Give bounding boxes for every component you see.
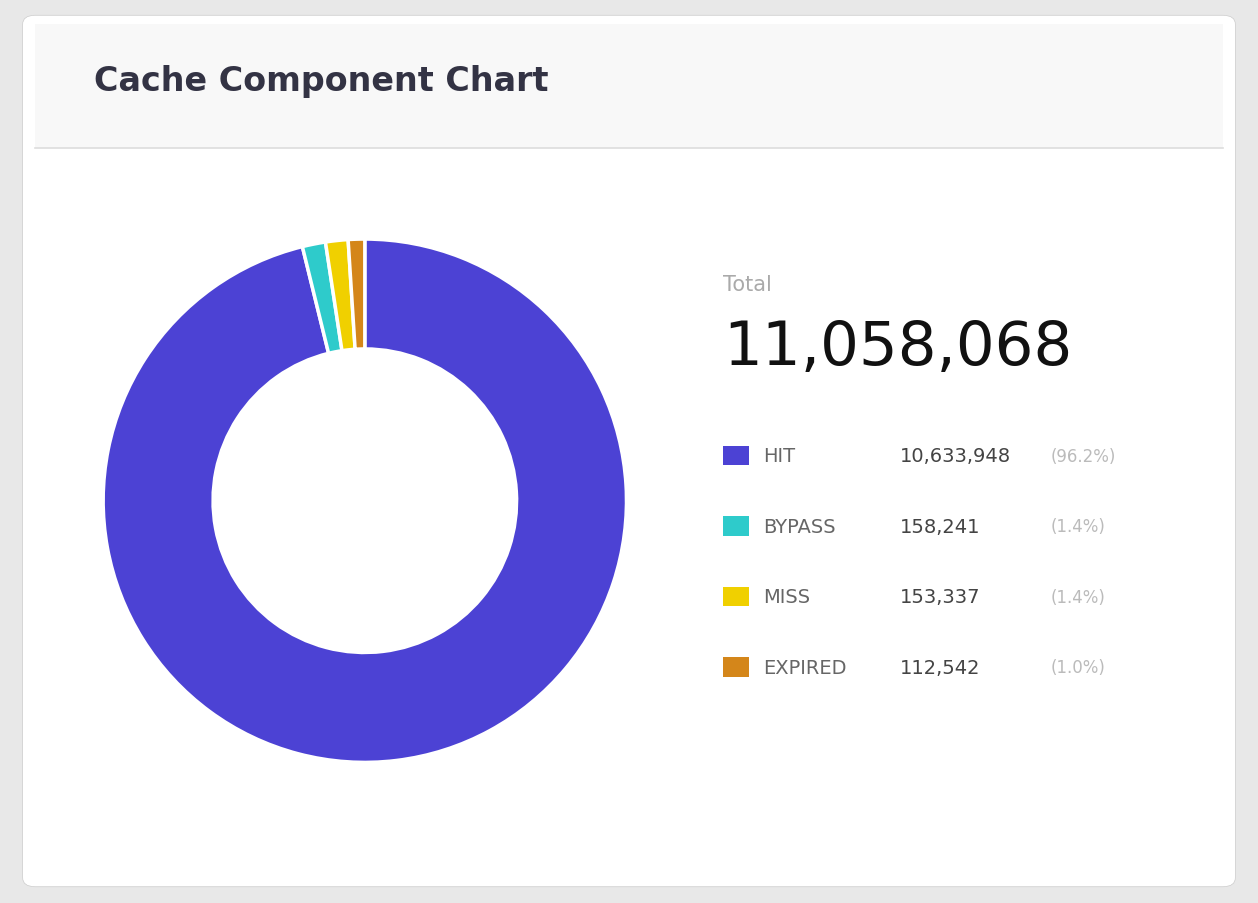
Text: BYPASS: BYPASS (764, 517, 837, 536)
Text: 153,337: 153,337 (899, 587, 980, 607)
Wedge shape (326, 240, 355, 351)
Text: (1.4%): (1.4%) (1050, 588, 1106, 606)
Text: (1.0%): (1.0%) (1050, 658, 1106, 676)
Text: Cache Component Chart: Cache Component Chart (94, 65, 548, 98)
Wedge shape (103, 240, 626, 762)
Text: Total: Total (723, 275, 772, 294)
Text: (96.2%): (96.2%) (1050, 447, 1116, 465)
Text: EXPIRED: EXPIRED (764, 657, 847, 677)
Text: MISS: MISS (764, 587, 810, 607)
Text: 10,633,948: 10,633,948 (899, 446, 1010, 466)
Wedge shape (348, 240, 365, 349)
Text: (1.4%): (1.4%) (1050, 517, 1106, 535)
Text: 158,241: 158,241 (899, 517, 980, 536)
Text: 112,542: 112,542 (899, 657, 980, 677)
Wedge shape (302, 243, 342, 354)
Text: HIT: HIT (764, 446, 796, 466)
Text: 11,058,068: 11,058,068 (723, 318, 1073, 377)
